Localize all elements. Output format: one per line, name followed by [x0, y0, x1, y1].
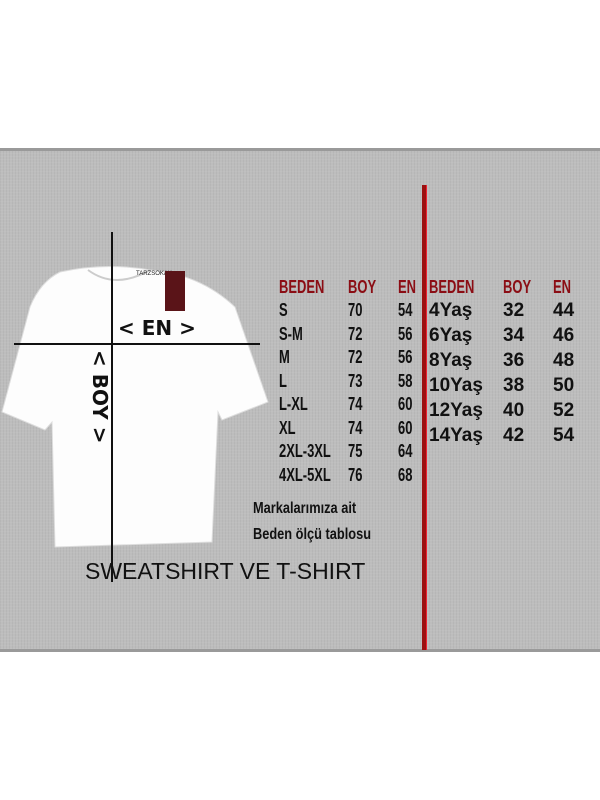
- kids-cell: 42: [503, 425, 525, 446]
- adult-cell: 68: [398, 464, 413, 485]
- adult-cell: 56: [398, 347, 413, 367]
- kids-cell: 34: [503, 325, 525, 346]
- adult-cell: 60: [398, 394, 413, 414]
- adult-cell: 2XL-3XL: [279, 441, 331, 461]
- adult-cell: 4XL-5XL: [279, 464, 331, 485]
- kids-cell: 54: [553, 425, 575, 446]
- table-divider: [422, 185, 426, 650]
- adult-cell: L-XL: [279, 394, 308, 414]
- adult-cell: M: [279, 347, 290, 367]
- adult-header-boy: BOY: [348, 277, 377, 297]
- kids-header-beden: BEDEN: [429, 277, 475, 297]
- kids-header-en: EN: [553, 277, 572, 297]
- adult-cell: 54: [398, 300, 413, 320]
- shirt-tag: [165, 271, 185, 311]
- adult-cell: L: [279, 370, 287, 391]
- adult-header-en: EN: [398, 277, 417, 297]
- kids-cell: 12Yaş: [429, 400, 483, 421]
- adult-cell: 60: [398, 417, 413, 438]
- adult-cell: S: [279, 300, 288, 320]
- adult-cell: 64: [398, 441, 413, 461]
- kids-cell: 8Yaş: [429, 350, 473, 371]
- en-measure-line: [14, 343, 260, 345]
- size-chart-panel: [0, 148, 600, 652]
- tshirt-illustration: [1, 265, 269, 548]
- kids-cell: 38: [503, 375, 525, 396]
- kids-cell: 50: [553, 375, 575, 396]
- boy-measure-line: [111, 232, 113, 582]
- adult-cell: 76: [348, 464, 363, 485]
- kids-cell: 48: [553, 350, 575, 371]
- boy-marker: < BOY >: [88, 350, 112, 444]
- kids-cell: 40: [503, 400, 525, 421]
- kids-cell: 46: [553, 325, 575, 346]
- kids-cell: 32: [503, 300, 525, 321]
- kids-cell: 36: [503, 350, 525, 371]
- kids-cell: 4Yaş: [429, 300, 473, 321]
- adult-cell: 70: [348, 300, 363, 320]
- kids-header-boy: BOY: [503, 277, 532, 297]
- kids-cell: 10Yaş: [429, 375, 483, 396]
- adult-cell: 72: [348, 347, 363, 367]
- shirt-brand-label: TARZSOKAK: [136, 271, 172, 277]
- adult-cell: 56: [398, 323, 413, 344]
- note-line-2: Beden ölçü tablosu: [253, 526, 372, 543]
- kids-cell: 14Yaş: [429, 425, 483, 446]
- adult-cell: XL: [279, 417, 296, 438]
- adult-cell: 73: [348, 370, 363, 391]
- chart-title: SWEATSHIRT VE T-SHIRT: [85, 558, 366, 584]
- kids-cell: 52: [553, 400, 575, 421]
- note-line-1: Markalarımıza ait: [253, 500, 357, 517]
- adult-cell: 74: [348, 417, 363, 438]
- adult-cell: 72: [348, 323, 363, 344]
- en-marker: < EN >: [118, 316, 196, 340]
- adult-cell: 75: [348, 441, 363, 461]
- kids-cell: 44: [553, 300, 575, 321]
- adult-cell: 58: [398, 370, 413, 391]
- adult-cell: 74: [348, 394, 363, 414]
- adult-cell: S-M: [279, 323, 303, 344]
- kids-cell: 6Yaş: [429, 325, 473, 346]
- adult-header-beden: BEDEN: [279, 277, 325, 297]
